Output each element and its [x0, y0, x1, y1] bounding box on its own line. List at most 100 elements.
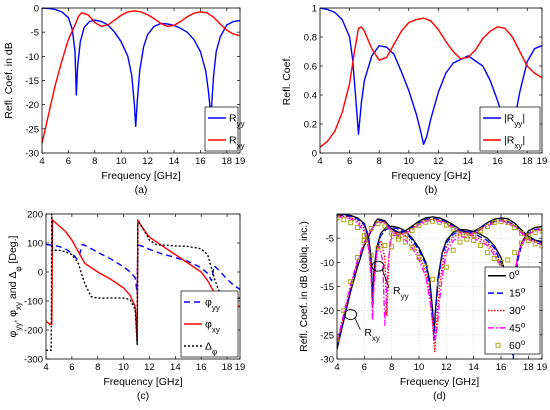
- x-tick-label: 10: [404, 156, 415, 167]
- y-tick-label: 0: [34, 4, 39, 15]
- x-tick-label: 16: [196, 362, 207, 373]
- y-tick-label: 0.4: [304, 91, 317, 102]
- annotation-arrow: [381, 269, 390, 288]
- series-d-4-line-marker: [337, 215, 340, 221]
- x-tick-label: 12: [142, 156, 153, 167]
- series-d-4-line-marker: [361, 233, 367, 239]
- chart-c: 4 6 8 10 12 14 16 18 19 200 100 0 -100 -200 -300 Freque…: [7, 210, 245, 403]
- y-tick-label: 1: [312, 4, 317, 15]
- x-tick-label: 8: [377, 156, 382, 167]
- y-axis-label: φyy, φxy and Δφ [Deg.]: [7, 235, 23, 337]
- series-d-4-line-b-marker: [341, 308, 347, 314]
- x-tick-label: 10: [414, 362, 425, 373]
- x-tick-label: 19: [235, 362, 246, 373]
- series-d-4-line-marker: [368, 252, 374, 258]
- x-tick-label: 14: [468, 362, 479, 373]
- x-tick-label: 19: [537, 362, 548, 373]
- x-axis-label: Frequency [GHz]: [103, 376, 182, 388]
- x-axis-label: Frequency [GHz]: [101, 170, 180, 182]
- series-d-4-line-b-marker: [409, 227, 415, 233]
- y-tick-label: -10: [25, 52, 39, 63]
- x-tick-label: 16: [496, 362, 507, 373]
- series-d-4-line-b-marker: [337, 337, 340, 343]
- series-d-4-line-marker: [525, 233, 531, 239]
- y-axis-label: Refl. Coef. in dB: [3, 42, 15, 118]
- series-d-4-line-marker: [519, 240, 524, 246]
- y-tick-label: 0.8: [304, 33, 317, 44]
- series-d-4-line-b-marker: [484, 224, 490, 230]
- series-d-4-line-b-marker: [361, 238, 367, 244]
- series-d-4-line-marker: [409, 245, 415, 251]
- series-c-2-line: [46, 214, 240, 351]
- legend-label: 0o: [509, 268, 520, 283]
- x-tick-label: 16: [492, 156, 503, 167]
- x-tick-label: 4: [43, 362, 48, 373]
- series-d-4-line-b-marker: [402, 232, 408, 238]
- annotation-label: Rxy: [364, 327, 380, 343]
- legend-label: 60o: [509, 337, 526, 352]
- legend-label: 45o: [509, 320, 526, 335]
- legend-label: 30o: [509, 303, 526, 318]
- series-d-4-line-b-marker: [389, 230, 395, 236]
- y-tick-label: -10: [320, 258, 334, 269]
- y-tick-label: -30: [320, 355, 334, 366]
- series-d-4-line-b-marker: [471, 232, 477, 238]
- series-d-4-line-b-marker: [348, 279, 354, 285]
- x-tick-label: 6: [69, 362, 74, 373]
- series-d-3-line-b: [337, 219, 542, 343]
- legend: φyy φxy Δφ: [180, 290, 239, 358]
- series-d-4-line-b-marker: [519, 230, 524, 236]
- series-d-4-line-b-marker: [355, 255, 360, 260]
- series-d-4-line-marker: [382, 242, 388, 248]
- series-d-4-line-marker: [484, 250, 490, 256]
- series-d-4-line-b-marker: [532, 241, 538, 247]
- series-d-4-line-b-marker: [491, 220, 497, 226]
- y-axis-label: Refl. Coef. in dB (obliq. inc.): [298, 221, 310, 352]
- panel-caption: (b): [425, 184, 438, 196]
- y-axis-label: Refl. Coef.: [281, 56, 293, 106]
- series-d-4-line-marker: [491, 256, 497, 261]
- series-d-4-line-marker: [389, 244, 395, 250]
- y-tick-label: 0: [38, 268, 43, 279]
- legend-label: Δφ: [205, 341, 217, 357]
- series-d-4-line-marker: [355, 225, 360, 230]
- series-d-4-line-marker: [423, 264, 429, 270]
- x-tick-label: 12: [433, 156, 444, 167]
- legend-label: |Rxy|: [504, 135, 525, 151]
- legend-box: [479, 106, 541, 152]
- series-d-4-line-b-marker: [368, 226, 374, 231]
- y-tick-label: -5: [326, 234, 334, 245]
- legend: |Ryy| |Rxy|: [479, 106, 541, 152]
- x-tick-label: 18: [522, 156, 533, 167]
- panel-caption: (a): [135, 184, 148, 196]
- series-d-4-line-marker: [498, 259, 504, 265]
- series-d-4-line-marker: [505, 257, 511, 263]
- y-tick-label: 0.6: [304, 62, 317, 73]
- series-d-4-line-marker: [457, 239, 463, 245]
- y-tick-label: -25: [25, 124, 39, 135]
- axes-frame: [45, 213, 241, 360]
- y-tick-label: 200: [27, 210, 43, 221]
- x-tick-label: 4: [317, 156, 322, 167]
- x-tick-label: 14: [170, 362, 181, 373]
- series-d-4-line-marker: [348, 220, 354, 226]
- y-tick-label: -5: [31, 28, 39, 39]
- series-b-1-line: [320, 17, 542, 148]
- annotation-circle: [344, 309, 358, 320]
- x-tick-label: 16: [195, 156, 206, 167]
- series-d-4-line-marker: [539, 228, 542, 234]
- axes-frame: [319, 7, 543, 154]
- legend-label: 15o: [509, 285, 526, 300]
- y-tick-label: 0.2: [304, 120, 317, 131]
- series-d-4-line-b-marker: [375, 221, 381, 227]
- legend-label: φyy: [205, 297, 220, 313]
- series-d-4-line-marker: [402, 239, 408, 245]
- x-tick-label: 6: [66, 156, 71, 167]
- x-tick-label: 4: [334, 362, 339, 373]
- legend: 0o 15o 30o 45o 60o: [484, 266, 541, 355]
- x-tick-label: 12: [441, 362, 452, 373]
- series-d-4-line-marker: [471, 238, 477, 244]
- series-d-4-line-b-marker: [478, 228, 483, 234]
- x-tick-label: 8: [95, 362, 100, 373]
